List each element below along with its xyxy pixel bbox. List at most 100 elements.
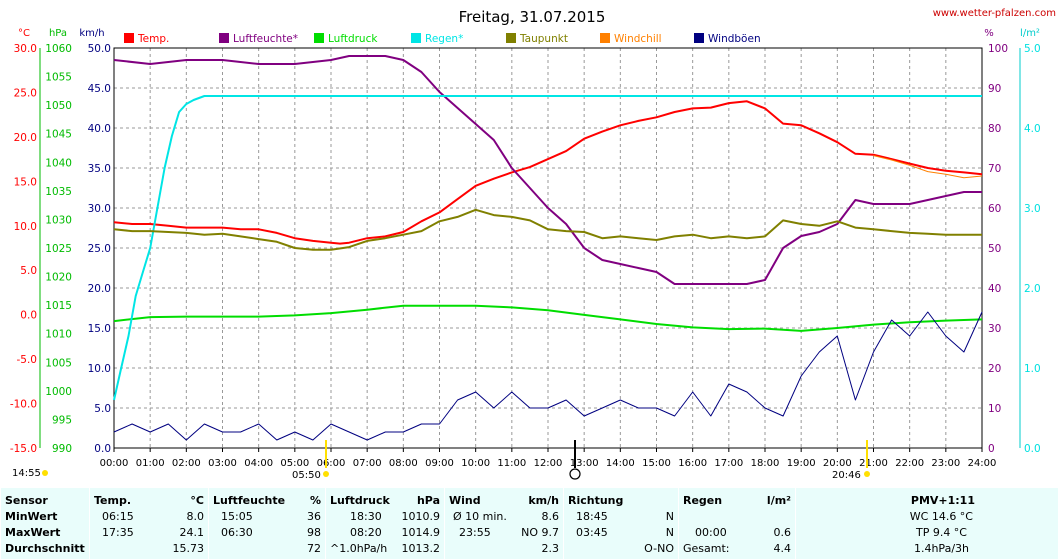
rain-tick-label: 4.0 xyxy=(1024,123,1041,135)
wind-unit-label: km/h xyxy=(79,28,104,39)
direction-value-1: N xyxy=(665,510,674,523)
legend: Temp. Luftfeuchte* Luftdruck Regen* Taupunkt… xyxy=(124,33,761,45)
x-tick-label: 18:00 xyxy=(751,458,780,469)
pressure-tick-label: 1060 xyxy=(45,43,72,55)
humidity-tick-label: 20 xyxy=(988,363,1001,375)
grid xyxy=(114,48,982,448)
temp-tick-label: 5.0 xyxy=(20,265,37,277)
wind-tick-label: 20.0 xyxy=(88,283,111,295)
series-line-regen- xyxy=(113,95,982,401)
rain-total-value: 4.4 xyxy=(773,542,792,555)
humidity-tick-label: 0 xyxy=(988,443,995,455)
row-label-min: MinWert xyxy=(5,510,58,523)
x-tick-label: 07:00 xyxy=(353,458,382,469)
rain-tick-label: 1.0 xyxy=(1024,363,1041,375)
start-time-label: 14:55 xyxy=(12,468,41,479)
temp-tick-label: -5.0 xyxy=(17,354,38,366)
wind-header: Wind xyxy=(449,494,481,507)
pressure-max-time: 08:20 xyxy=(350,526,382,539)
wind-max-value: NO 9.7 xyxy=(521,526,559,539)
sunrise-label: 05:50 xyxy=(292,470,321,481)
pressure-unit-label: hPa xyxy=(49,28,67,39)
pmv-header: PMV+1:11 xyxy=(910,494,975,507)
humidity-tick-label: 100 xyxy=(988,43,1008,55)
axes: 00:00 01:00 02:00 03:00 04:00 05:00 06:00 07:00… xyxy=(10,43,1041,469)
humidity-tick-label: 50 xyxy=(988,243,1001,255)
x-tick-label: 02:00 xyxy=(172,458,201,469)
humidity-tick-label: 70 xyxy=(988,163,1001,175)
x-tick-label: 06:00 xyxy=(317,458,346,469)
row-label-avg: Durchschnitt xyxy=(5,542,85,555)
sensor-header: Sensor xyxy=(5,494,48,507)
humidity-unit-label: % xyxy=(984,28,994,39)
weather-chart: 00:00 01:00 02:00 03:00 04:00 05:00 06:00 07:00… xyxy=(10,8,1056,481)
plot-frame xyxy=(113,47,983,449)
pressure-max-value: 1014.9 xyxy=(401,526,441,539)
wind-tick-label: 10.0 xyxy=(88,363,111,375)
wind-max-time: 23:55 xyxy=(459,526,491,539)
pressure-tick-label: 1050 xyxy=(45,100,72,112)
series-line-windchill xyxy=(873,155,983,179)
rain-tick-label: 0.0 xyxy=(1024,443,1041,455)
summary-col-temp: Temp. °C 06:15 8.0 17:35 24.1 15.73 xyxy=(89,488,208,559)
humidity-min-time: 15:05 xyxy=(221,510,253,523)
temp-avg-value: 15.73 xyxy=(172,542,205,555)
pressure-tick-label: 1005 xyxy=(45,357,72,369)
sunset-label: 20:46 xyxy=(832,470,861,481)
pressure-trend: ^1.0hPa/h xyxy=(330,542,388,555)
pmv-dewpoint: TP 9.4 °C xyxy=(915,526,967,539)
wind-avg-value: 8.6 xyxy=(541,510,560,523)
pressure-unit: hPa xyxy=(416,494,440,507)
legend-label: Regen* xyxy=(425,33,463,45)
legend-label: Windchill xyxy=(614,33,662,45)
wind-avg-label: Ø 10 min. xyxy=(453,510,507,523)
x-tick-label: 21:00 xyxy=(859,458,888,469)
x-tick-label: 14:00 xyxy=(606,458,635,469)
direction-main: O-NO xyxy=(644,542,674,555)
rain-time: 00:00 xyxy=(695,526,727,539)
x-tick-label: 15:00 xyxy=(642,458,671,469)
humidity-tick-label: 10 xyxy=(988,403,1001,415)
legend-label: Luftdruck xyxy=(328,33,378,45)
direction-time-2: 03:45 xyxy=(576,526,608,539)
rain-value: 0.6 xyxy=(773,526,792,539)
legend-swatch xyxy=(694,33,704,43)
wind-unit: km/h xyxy=(528,494,559,507)
series-layer xyxy=(113,55,983,441)
humidity-max-value: 98 xyxy=(307,526,321,539)
humidity-tick-label: 40 xyxy=(988,283,1001,295)
legend-swatch xyxy=(506,33,516,43)
x-tick-label: 04:00 xyxy=(244,458,273,469)
x-tick-label: 10:00 xyxy=(461,458,490,469)
site-link[interactable]: www.wetter-pfalzen.com xyxy=(933,8,1056,19)
pressure-min-value: 1010.9 xyxy=(401,510,441,523)
pressure-tick-label: 1055 xyxy=(45,72,72,84)
humidity-min-value: 36 xyxy=(307,510,321,523)
row-label-max: MaxWert xyxy=(5,526,61,539)
series-line-luftfeuchte- xyxy=(113,55,982,285)
x-tick-label: 11:00 xyxy=(497,458,526,469)
wind-tick-label: 40.0 xyxy=(88,123,111,135)
temp-tick-label: -10.0 xyxy=(10,399,37,411)
x-tick-label: 00:00 xyxy=(100,458,129,469)
x-tick-label: 19:00 xyxy=(787,458,816,469)
legend-label: Windböen xyxy=(708,33,761,45)
temp-unit-label: °C xyxy=(18,28,30,39)
rain-unit-label: l/m² xyxy=(1020,28,1040,39)
rain-tick-label: 5.0 xyxy=(1024,43,1041,55)
humidity-unit: % xyxy=(309,494,321,507)
x-tick-label: 13:00 xyxy=(570,458,599,469)
x-tick-label: 17:00 xyxy=(714,458,743,469)
legend-swatch xyxy=(314,33,324,43)
temp-unit: °C xyxy=(190,494,204,507)
rain-header: Regen xyxy=(683,494,723,507)
pressure-tick-label: 1010 xyxy=(45,329,72,341)
pressure-min-time: 18:30 xyxy=(350,510,382,523)
x-tick-label: 09:00 xyxy=(425,458,454,469)
x-tick-label: 12:00 xyxy=(534,458,563,469)
direction-header: Richtung xyxy=(568,494,624,507)
legend-swatch xyxy=(219,33,229,43)
rain-tick-label: 3.0 xyxy=(1024,203,1041,215)
wind-tick-label: 25.0 xyxy=(88,243,111,255)
chart-title: Freitag, 31.07.2015 xyxy=(459,8,606,26)
